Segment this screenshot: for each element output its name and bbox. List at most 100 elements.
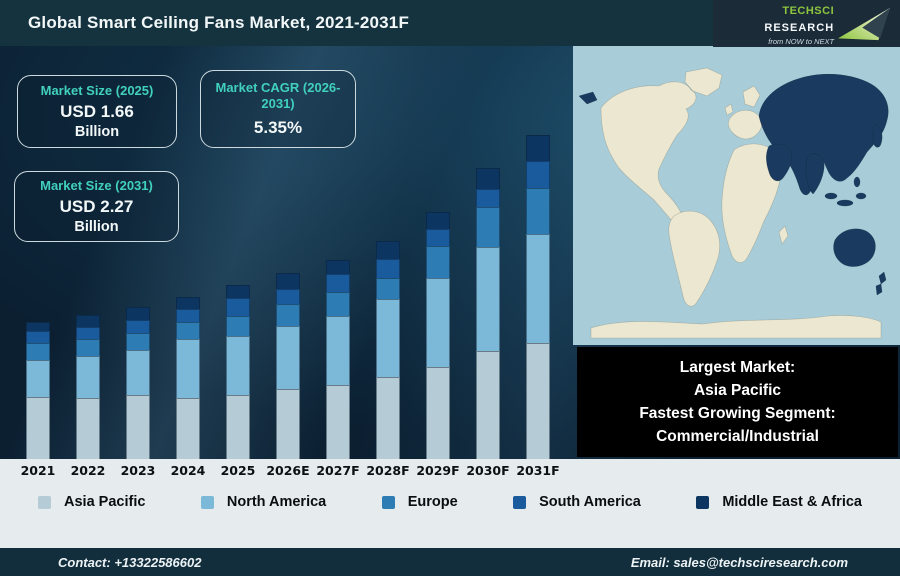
segment-south-america: [26, 331, 50, 343]
segment-asia-pacific: [176, 398, 200, 459]
continent-greenland: [684, 67, 723, 97]
bar-2030f: [463, 168, 513, 459]
legend-item-middle-east-africa: Middle East & Africa: [696, 494, 862, 510]
brand-logo: TechSci Research from NOW to NEXT: [713, 0, 900, 47]
region-asia-pacific-highlight-borneo: [855, 192, 867, 200]
segment-middle-east-africa: [26, 322, 50, 331]
x-axis-label-2021: 2021: [20, 463, 56, 478]
segment-middle-east-africa: [526, 135, 550, 161]
legend-item-south-america: South America: [513, 494, 641, 510]
region-asia-pacific-highlight-japan: [872, 123, 883, 148]
continent-north-america: [600, 81, 697, 230]
segment-europe: [426, 246, 450, 278]
bar-stack-2022: [76, 315, 100, 459]
region-asia-pacific-highlight-new-zealand: [875, 271, 887, 296]
bar-2024: [163, 297, 213, 459]
x-axis-label-2023: 2023: [120, 463, 156, 478]
region-asia-pacific-highlight-arabia: [766, 143, 793, 182]
segment-europe: [376, 278, 400, 299]
continent-antarctica: [590, 315, 882, 339]
bar-stack-2021: [26, 322, 50, 459]
bar-2021: [13, 322, 63, 459]
region-asia-pacific-highlight-india: [805, 153, 825, 195]
callout-value: 5.35%: [253, 117, 303, 137]
legend-item-asia-pacific: Asia Pacific: [38, 494, 145, 510]
segment-middle-east-africa: [226, 285, 250, 298]
chart-region: Market Size (2025) USD 1.66 Billion Mark…: [0, 46, 900, 459]
callout-heading: Market CAGR (2026-2031): [215, 80, 341, 112]
legend-label: Europe: [407, 494, 458, 510]
segment-north-america: [526, 234, 550, 343]
bar-stack-2025: [226, 285, 250, 459]
segment-europe: [176, 322, 200, 339]
legend-label: Middle East & Africa: [722, 494, 862, 510]
callout-market-size-2031: Market Size (2031) USD 2.27 Billion: [14, 171, 179, 242]
segment-europe: [26, 343, 50, 360]
bar-stack-2026e: [276, 273, 300, 459]
segment-asia-pacific: [76, 398, 100, 459]
segment-middle-east-africa: [276, 273, 300, 289]
segment-south-america: [376, 259, 400, 278]
legend-item-europe: Europe: [381, 494, 458, 510]
segment-south-america: [276, 289, 300, 304]
segment-south-america: [226, 298, 250, 316]
segment-north-america: [76, 356, 100, 398]
segment-middle-east-africa: [176, 297, 200, 309]
region-asia-pacific-highlight-asia: [758, 73, 889, 196]
legend-swatch-icon: [696, 495, 710, 509]
email-text: Email: sales@techsciresearch.com: [630, 554, 848, 570]
legend-swatch-icon: [381, 495, 395, 509]
callout-market-size-2025: Market Size (2025) USD 1.66 Billion: [17, 75, 177, 148]
segment-south-america: [476, 189, 500, 207]
info-line-largest-market-value: Asia Pacific: [693, 381, 782, 399]
continent-europe-scandinavia: [742, 85, 761, 108]
legend-swatch-icon: [200, 495, 214, 509]
logo-brand-secondary: Research: [764, 22, 835, 35]
stacked-bar-chart: [13, 46, 563, 459]
segment-europe: [326, 292, 350, 316]
segment-asia-pacific: [276, 389, 300, 459]
bar-2026e: [263, 273, 313, 459]
arrow-icon: [838, 7, 891, 40]
segment-south-america: [526, 161, 550, 188]
segment-middle-east-africa: [426, 212, 450, 229]
bar-stack-2029f: [426, 212, 450, 459]
callout-unit: Billion: [74, 218, 119, 235]
world-map-svg: [573, 46, 900, 345]
segment-south-america: [176, 309, 200, 322]
island-madagascar: [778, 225, 789, 245]
bar-2025: [213, 285, 263, 459]
island-britain: [724, 103, 734, 116]
region-asia-pacific-highlight-philippines: [853, 176, 861, 188]
segment-europe: [476, 207, 500, 247]
bar-stack-2023: [126, 307, 150, 459]
bar-2027f: [313, 260, 363, 459]
segment-asia-pacific: [526, 343, 550, 459]
logo-text: TechSci Research from NOW to NEXT: [713, 1, 834, 46]
segment-middle-east-africa: [326, 260, 350, 274]
logo-brand-primary: TechSci: [782, 4, 835, 17]
segment-north-america: [226, 336, 250, 395]
axis-and-legend-strip: 2021 2022 2023 2024 2025 2026E 2027F 2028F 2029F…: [0, 459, 900, 548]
segment-middle-east-africa: [376, 241, 400, 259]
largest-market-info-box: Largest Market: Asia Pacific Fastest Gro…: [577, 347, 898, 457]
bar-stack-2027f: [326, 260, 350, 459]
legend-label: Asia Pacific: [64, 494, 146, 510]
contact-text: Contact: +13322586602: [58, 554, 202, 570]
bar-stack-2024: [176, 297, 200, 459]
segment-europe: [126, 333, 150, 350]
bar-stack-2028f: [376, 241, 400, 459]
legend-swatch-icon: [38, 495, 51, 509]
info-line-fastest-segment: Fastest Growing Segment:: [639, 405, 836, 422]
segment-europe: [76, 339, 100, 356]
segment-middle-east-africa: [476, 168, 500, 189]
callout-market-cagr: Market CAGR (2026-2031) 5.35%: [200, 70, 356, 148]
x-axis-label-2028f: 2028F: [366, 463, 410, 478]
legend-label: South America: [539, 494, 641, 510]
legend-swatch-icon: [513, 495, 527, 509]
segment-north-america: [26, 360, 50, 397]
callout-heading: Market Size (2031): [40, 178, 153, 194]
x-axis-label-2022: 2022: [70, 463, 106, 478]
world-map: [573, 46, 900, 345]
